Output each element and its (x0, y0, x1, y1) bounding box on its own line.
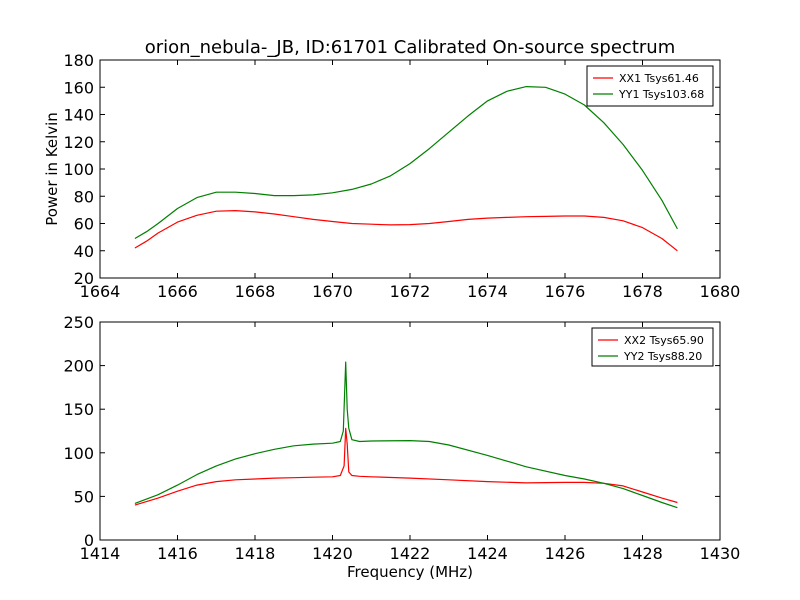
x-tick-label: 1676 (545, 282, 586, 301)
x-tick-label: 1430 (700, 544, 741, 563)
y-tick-label: 100 (63, 160, 94, 179)
x-tick-label: 1680 (700, 282, 741, 301)
y-tick-label: 100 (63, 444, 94, 463)
legend-label: YY1 Tsys103.68 (618, 88, 704, 101)
y-axis-label: Power in Kelvin (43, 112, 61, 226)
x-tick-label: 1416 (157, 544, 198, 563)
x-tick-label: 1428 (622, 544, 663, 563)
x-tick-label: 1672 (390, 282, 431, 301)
x-tick-label: 1666 (157, 282, 198, 301)
x-tick-label: 1664 (80, 282, 121, 301)
x-tick-label: 1414 (80, 544, 121, 563)
y-tick-label: 80 (74, 187, 94, 206)
chart-title: orion_nebula-_JB, ID:61701 Calibrated On… (145, 37, 675, 58)
x-tick-label: 1426 (545, 544, 586, 563)
x-tick-label: 1420 (312, 544, 353, 563)
series-line-1 (134, 427, 678, 506)
y-tick-label: 50 (74, 487, 94, 506)
x-tick-label: 1424 (467, 544, 508, 563)
y-tick-label: 140 (63, 106, 94, 125)
y-tick-label: 200 (63, 357, 94, 376)
legend: XX2 Tsys65.90 YY2 Tsys88.20 (591, 327, 714, 367)
x-tick-label: 1418 (235, 544, 276, 563)
x-tick-label: 1668 (235, 282, 276, 301)
legend-label: XX1 Tsys61.46 (619, 72, 699, 85)
legend-box (591, 327, 714, 367)
top-plot: 1664 1666 1668 1670 1672 1674 1676 1678 1680 20 40… (63, 51, 740, 301)
y-tick-label: 250 (63, 313, 94, 332)
x-tick-label: 1674 (467, 282, 508, 301)
x-tick-label: 1422 (390, 544, 431, 563)
y-tick-label: 20 (74, 269, 94, 288)
y-tick-label: 60 (74, 215, 94, 234)
legend-label: YY2 Tsys88.20 (623, 350, 702, 363)
x-axis-label: Frequency (MHz) (347, 563, 473, 581)
y-tick-label: 0 (84, 531, 94, 550)
series-line-2 (134, 85, 678, 240)
y-tick-label: 150 (63, 400, 94, 419)
legend-box (586, 65, 714, 107)
series-line-1 (134, 210, 678, 252)
y-tick-label: 180 (63, 51, 94, 70)
x-tick-label: 1678 (622, 282, 663, 301)
legend: XX1 Tsys61.46 YY1 Tsys103.68 (586, 65, 714, 107)
bottom-plot: 1414 1416 1418 1420 1422 1424 1426 1428 1430 0 50 1… (63, 313, 740, 563)
y-tick-label: 40 (74, 242, 94, 261)
y-tick-label: 120 (63, 133, 94, 152)
y-tick-label: 160 (63, 78, 94, 97)
series-line-2 (134, 361, 678, 509)
legend-label: XX2 Tsys65.90 (624, 334, 704, 347)
x-tick-label: 1670 (312, 282, 353, 301)
